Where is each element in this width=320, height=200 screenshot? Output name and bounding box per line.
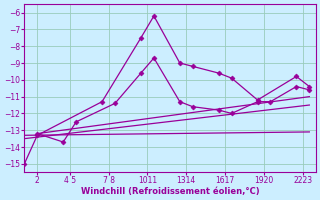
X-axis label: Windchill (Refroidissement éolien,°C): Windchill (Refroidissement éolien,°C) bbox=[81, 187, 260, 196]
